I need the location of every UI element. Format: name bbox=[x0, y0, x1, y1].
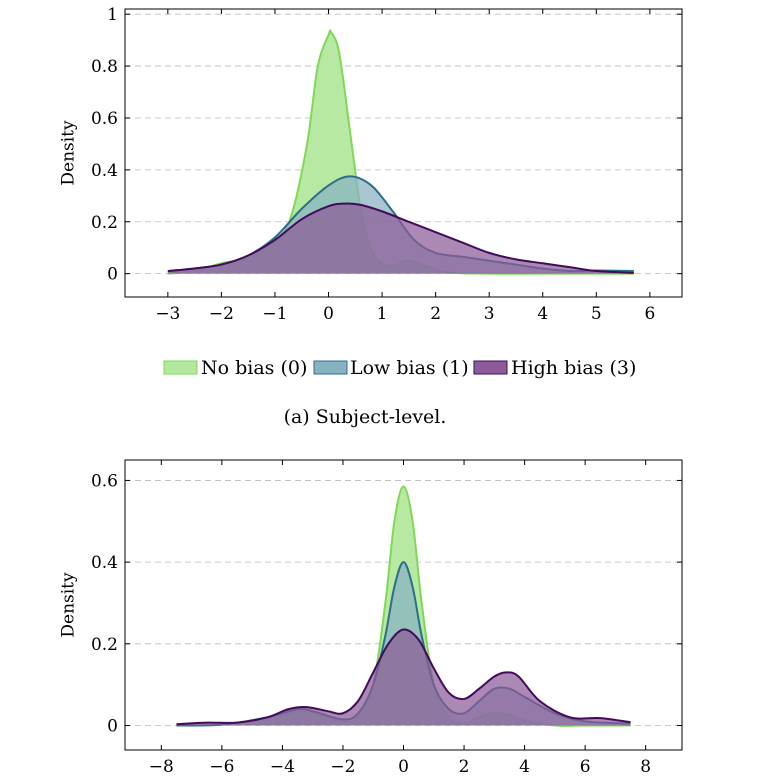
legend-label-low-bias: Low bias (1) bbox=[350, 357, 469, 379]
y-tick-label: 0 bbox=[107, 265, 118, 285]
x-tick-label: −2 bbox=[330, 757, 355, 777]
x-tick-label: −1 bbox=[262, 304, 287, 324]
x-tick-label: 6 bbox=[644, 304, 655, 324]
x-tick-label: 4 bbox=[519, 757, 530, 777]
x-tick-label: 2 bbox=[459, 757, 470, 777]
x-tick-label: −8 bbox=[149, 757, 174, 777]
y-tick-label: 0.2 bbox=[91, 213, 118, 233]
y-axis-label: Density bbox=[59, 120, 79, 186]
area-high-bias-3 bbox=[167, 203, 634, 274]
chart-subject-level: −3 −2 −1 0 1 2 3 4 5 6 0 0.2 0.4 0.6 0.8 1 Density bbox=[59, 5, 683, 324]
x-tick-label: −2 bbox=[209, 304, 234, 324]
density-areas bbox=[167, 29, 634, 275]
x-tick-label: 2 bbox=[430, 304, 441, 324]
y-tick-label: 0.4 bbox=[91, 161, 118, 181]
y-tick-label: 1 bbox=[107, 5, 118, 25]
y-axis-ticks: 0 0.2 0.4 0.6 0.8 1 bbox=[91, 5, 682, 285]
y-tick-label: 0.4 bbox=[91, 553, 118, 573]
x-tick-label: 4 bbox=[537, 304, 548, 324]
line-high-bias-3 bbox=[167, 202, 634, 274]
line-high-bias-3 bbox=[176, 628, 631, 726]
y-tick-label: 0.2 bbox=[91, 635, 118, 655]
x-axis-ticks: −3 −2 −1 0 1 2 3 4 5 6 bbox=[155, 9, 655, 324]
legend-label-no-bias: No bias (0) bbox=[201, 357, 307, 379]
x-tick-label: −3 bbox=[155, 304, 180, 324]
caption-a: (a) Subject-level. bbox=[284, 406, 447, 428]
x-tick-label: 0 bbox=[398, 757, 409, 777]
plot-frame bbox=[124, 8, 683, 298]
legend-swatch-no-bias bbox=[163, 360, 198, 375]
y-tick-label: 0.8 bbox=[91, 57, 118, 77]
x-tick-label: 1 bbox=[377, 304, 388, 324]
area-high-bias-3 bbox=[176, 629, 631, 726]
x-tick-label: −6 bbox=[209, 757, 234, 777]
legend-swatch-high-bias bbox=[473, 360, 508, 375]
x-tick-label: 6 bbox=[580, 757, 591, 777]
legend-swatch-low-bias bbox=[313, 360, 348, 375]
x-tick-label: 5 bbox=[591, 304, 602, 324]
x-tick-label: 3 bbox=[484, 304, 495, 324]
x-tick-label: 0 bbox=[323, 304, 334, 324]
y-axis-label: Density bbox=[59, 572, 79, 638]
legend: No bias (0) Low bias (1) High bias (3) bbox=[163, 357, 636, 379]
x-tick-label: −4 bbox=[270, 757, 295, 777]
density-areas bbox=[176, 485, 631, 727]
y-tick-label: 0 bbox=[107, 716, 118, 736]
chart-second: −8 −6 −4 −2 0 2 4 6 8 0 0.2 0.4 0.6 Density bbox=[59, 459, 683, 777]
legend-label-high-bias: High bias (3) bbox=[511, 357, 636, 379]
y-tick-label: 0.6 bbox=[91, 109, 118, 129]
y-axis-ticks: 0 0.2 0.4 0.6 bbox=[91, 471, 682, 736]
y-tick-label: 0.6 bbox=[91, 471, 118, 491]
x-tick-label: 8 bbox=[640, 757, 651, 777]
x-axis-ticks: −8 −6 −4 −2 0 2 4 6 8 bbox=[149, 460, 651, 777]
